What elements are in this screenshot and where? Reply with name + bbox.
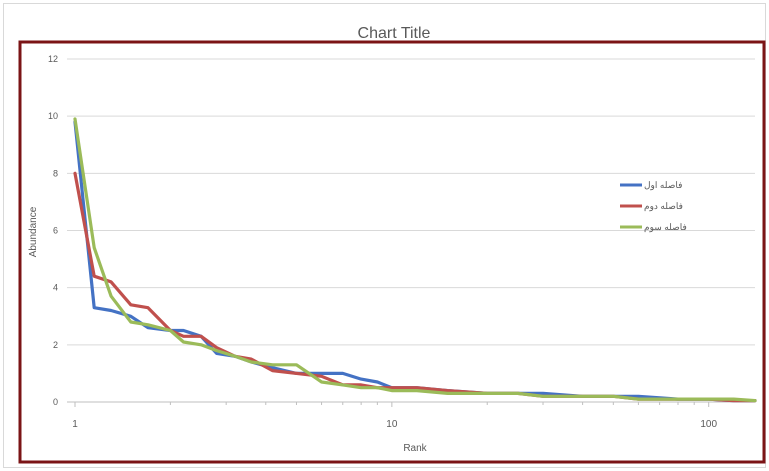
legend: فاصله اول فاصله دوم فاصله سوم (620, 180, 687, 233)
y-axis: 0 2 4 6 8 10 12 (48, 54, 58, 407)
y-axis-label: Abundance (28, 206, 39, 257)
y-tick-label: 2 (53, 340, 58, 350)
x-axis: 1 10 100 (67, 401, 755, 430)
y-tick-label: 4 (53, 283, 58, 293)
y-tick-label: 10 (48, 111, 58, 121)
legend-entry-3: فاصله سوم (644, 222, 687, 233)
legend-entry-2: فاصله دوم (644, 201, 683, 212)
y-tick-label: 12 (48, 54, 58, 64)
y-tick-label: 8 (53, 168, 58, 178)
series-line-3 (73, 117, 757, 403)
x-tick-label: 100 (700, 419, 717, 430)
series-lines (73, 117, 757, 403)
y-tick-label: 6 (53, 226, 58, 236)
plot-border (18, 40, 766, 464)
y-tick-label: 0 (53, 397, 58, 407)
x-tick-label: 10 (386, 419, 398, 430)
x-axis-label: Rank (403, 443, 427, 454)
legend-entry-1: فاصله اول (644, 180, 682, 191)
grid-lines (67, 58, 755, 346)
chart-title: Chart Title (358, 25, 431, 42)
x-tick-label: 1 (72, 419, 78, 430)
